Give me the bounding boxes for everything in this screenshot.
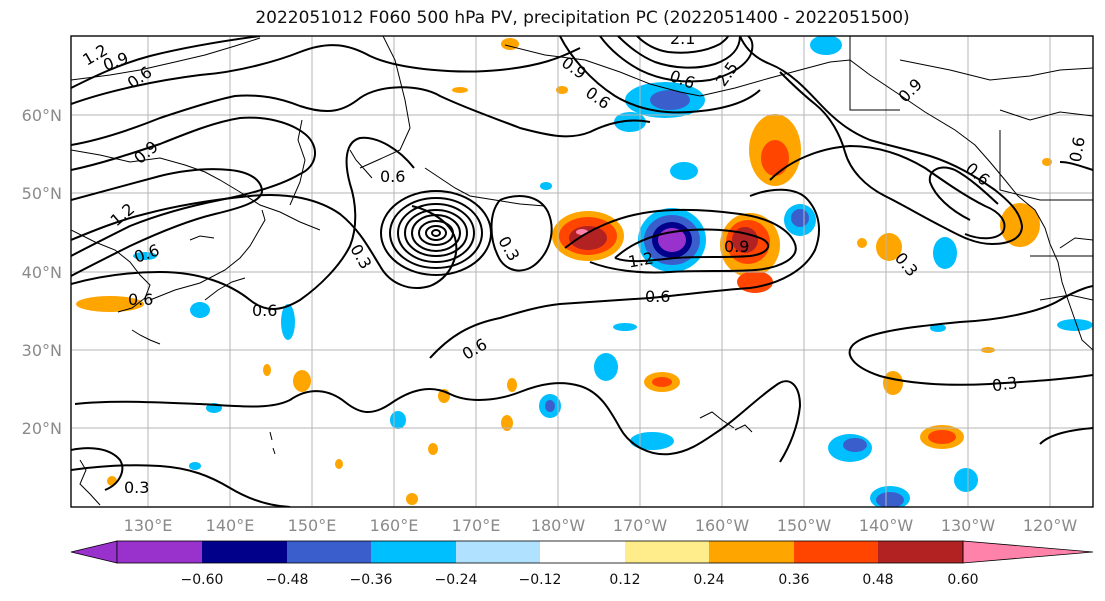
- colorbar-bin: [456, 541, 540, 563]
- precip-patch: [791, 209, 809, 227]
- precip-patch: [613, 323, 637, 331]
- lat-label: 40°N: [22, 263, 62, 282]
- precip-patch: [293, 370, 311, 392]
- colorbar-bin: [794, 541, 878, 563]
- precip-patch: [933, 237, 957, 269]
- lon-label: 180°W: [531, 516, 586, 535]
- colorbar-bin: [625, 541, 709, 563]
- precip-patch: [857, 238, 867, 248]
- precip-patch: [876, 492, 904, 507]
- contour-label: 0.6: [252, 301, 277, 320]
- precip-patch: [133, 252, 157, 260]
- colorbar-bin: [117, 541, 202, 563]
- precip-patch: [540, 182, 552, 190]
- colorbar-tick: −0.36: [350, 572, 393, 588]
- precip-patch: [732, 227, 758, 253]
- precip-patch: [928, 430, 956, 444]
- contour-label: 0.3: [991, 373, 1019, 395]
- lon-label: 130°E: [124, 516, 173, 535]
- precip-patch: [954, 468, 978, 492]
- graticule: [71, 36, 1093, 507]
- precip-patch: [761, 140, 789, 176]
- lon-label: 120°W: [1023, 516, 1078, 535]
- colorbar-bin: [371, 541, 456, 563]
- colorbar-tick: 0.48: [862, 572, 893, 588]
- colorbar-tick: −0.60: [181, 572, 224, 588]
- colorbar-tick: −0.24: [435, 572, 478, 588]
- colorbar-tick: 0.12: [609, 572, 640, 588]
- colorbar-bin: [540, 541, 625, 563]
- precip-patch: [1000, 203, 1040, 247]
- colorbar-bin: [287, 541, 371, 563]
- precip-patch: [594, 353, 618, 381]
- latitude-labels: 60°N 50°N 40°N 30°N 20°N: [22, 106, 62, 438]
- colorbar-tick: 0.24: [693, 572, 724, 588]
- coastlines: [71, 36, 1093, 506]
- colorbar-extend-high: [962, 540, 1094, 564]
- precip-patch: [810, 36, 842, 55]
- contour-label: 0.6: [380, 167, 405, 186]
- lon-label: 170°W: [613, 516, 668, 535]
- precip-patch: [630, 432, 674, 450]
- precip-patch: [737, 271, 773, 293]
- precip-patch: [452, 87, 468, 93]
- precip-patch: [652, 377, 672, 387]
- lon-label: 160°W: [695, 516, 750, 535]
- precip-patch: [614, 112, 646, 132]
- colorbar-bin: [709, 541, 794, 563]
- colorbar-extend-low: [70, 540, 118, 564]
- precip-patch: [843, 438, 867, 452]
- lon-label: 150°W: [777, 516, 832, 535]
- colorbar-tick: 0.36: [778, 572, 809, 588]
- contour-label: 0.6: [645, 287, 670, 306]
- precip-patch: [650, 90, 690, 110]
- contour-label: 0.3: [124, 478, 149, 497]
- precip-patch: [569, 226, 607, 250]
- pv-contours: [71, 36, 1093, 507]
- contour-label: 0.6: [1066, 135, 1089, 163]
- precip-patch: [930, 324, 946, 332]
- colorbar-bin: [202, 541, 287, 563]
- colorbar-tick: −0.12: [519, 572, 562, 588]
- lon-label: 160°E: [370, 516, 419, 535]
- map-title: 2022051012 F060 500 hPa PV, precipitatio…: [255, 8, 910, 28]
- colorbar: −0.60 −0.48 −0.36 −0.24 −0.12 0.12 0.24 …: [70, 540, 1094, 588]
- contour-label: 1.2: [627, 248, 655, 271]
- lon-label: 150°E: [288, 516, 337, 535]
- lat-label: 30°N: [22, 341, 62, 360]
- pv-vortex: [380, 190, 492, 276]
- lon-label: 140°E: [206, 516, 255, 535]
- precip-patch: [189, 462, 201, 470]
- precip-patch: [876, 233, 902, 261]
- colorbar-tick: −0.48: [266, 572, 309, 588]
- colorbar-bin: [878, 541, 963, 563]
- precip-patch: [507, 378, 517, 392]
- lon-label: 140°W: [859, 516, 914, 535]
- precip-patch: [428, 443, 438, 455]
- precip-patch: [281, 304, 295, 340]
- precip-patch: [335, 459, 343, 469]
- precip-patch: [263, 364, 271, 376]
- lon-label: 170°E: [452, 516, 501, 535]
- precip-shading: [76, 36, 1093, 507]
- longitude-labels: 130°E 140°E 150°E 160°E 170°E 180°W 170°…: [124, 516, 1078, 535]
- contour-label: 0.6: [128, 290, 153, 309]
- colorbar-tick: 0.60: [947, 572, 978, 588]
- lat-label: 20°N: [22, 419, 62, 438]
- precip-patch: [406, 493, 418, 505]
- lat-label: 60°N: [22, 106, 62, 125]
- contour-label: 2.1: [670, 29, 695, 48]
- precip-patch: [76, 296, 144, 312]
- precip-patch: [501, 415, 513, 431]
- precip-patch: [390, 411, 406, 429]
- contour-label: 0.9: [724, 237, 749, 256]
- precip-patch: [556, 86, 568, 94]
- precip-patch: [670, 162, 698, 180]
- lon-label: 130°W: [941, 516, 996, 535]
- precip-patch: [190, 302, 210, 318]
- precip-patch: [1057, 319, 1093, 331]
- precip-patch: [545, 400, 555, 412]
- lat-label: 50°N: [22, 184, 62, 203]
